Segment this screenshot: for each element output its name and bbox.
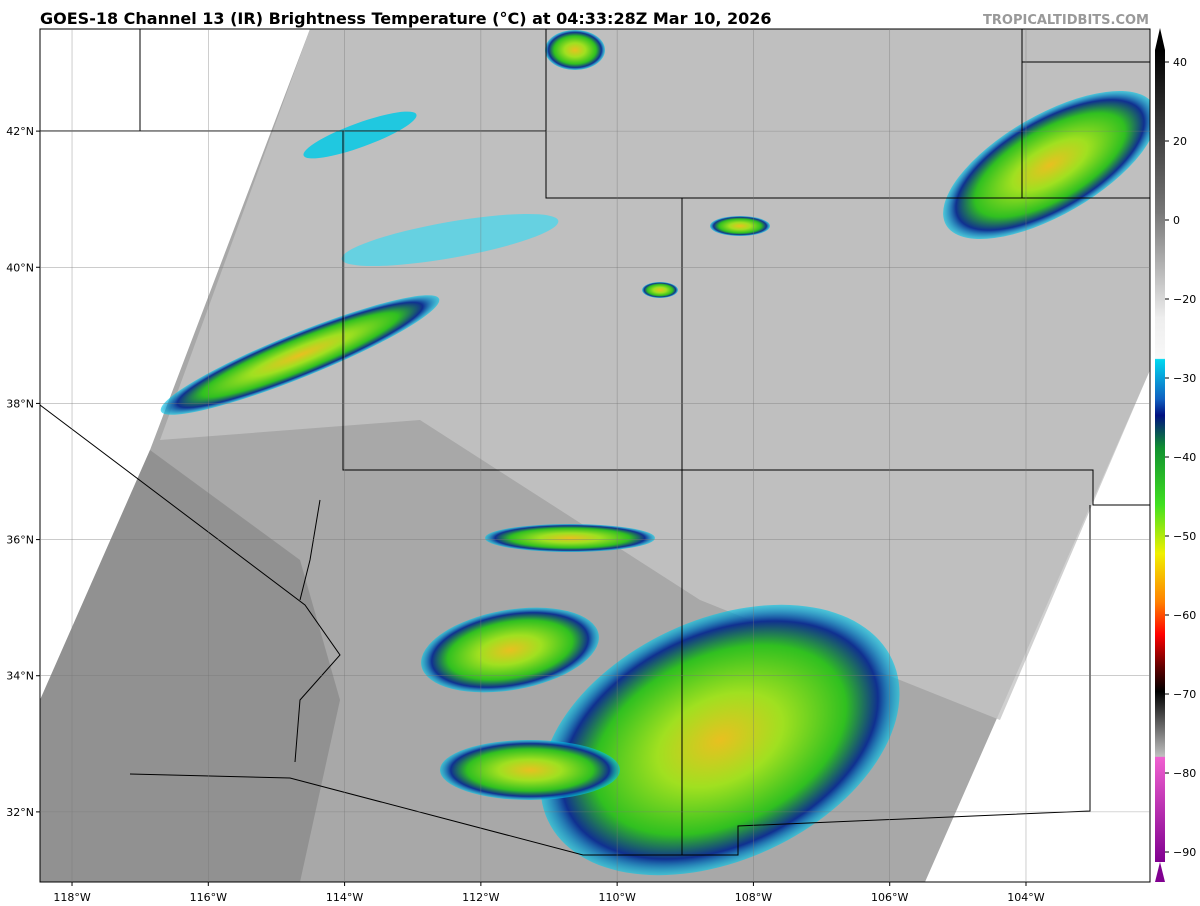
- colorbar-label: −60: [1173, 609, 1196, 622]
- x-tick-label: 114°W: [326, 891, 363, 904]
- y-tick-label: 38°N: [6, 397, 34, 410]
- borders: [40, 29, 1150, 856]
- imagery: [160, 29, 1150, 720]
- colorbar-arrow: [1155, 862, 1165, 882]
- y-tick-label: 34°N: [6, 670, 34, 683]
- colorbar-label: 40: [1173, 56, 1187, 69]
- x-tick-label: 118°W: [53, 891, 90, 904]
- y-tick-label: 42°N: [6, 125, 34, 138]
- imagery: [40, 450, 340, 882]
- x-tick-label: 104°W: [1007, 891, 1044, 904]
- colorbar-label: 0: [1173, 214, 1180, 227]
- colorbar-label: −30: [1173, 372, 1196, 385]
- colorbar-label: −80: [1173, 767, 1196, 780]
- colorbar-label: −20: [1173, 293, 1196, 306]
- colorbar-label: −50: [1173, 530, 1196, 543]
- y-tick-label: 36°N: [6, 534, 34, 547]
- x-tick-label: 106°W: [871, 891, 908, 904]
- y-tick-label: 32°N: [6, 806, 34, 819]
- map: [40, 29, 1150, 882]
- colorbar-label: −90: [1173, 846, 1196, 859]
- y-tick-label: 40°N: [6, 261, 34, 274]
- colorbar-label: −70: [1173, 688, 1196, 701]
- x-tick-label: 110°W: [598, 891, 635, 904]
- map-frame: [39, 28, 1151, 883]
- colorbar: [1155, 50, 1165, 862]
- title: GOES-18 Channel 13 (IR) Brightness Tempe…: [40, 9, 772, 28]
- clouds: [160, 30, 1150, 876]
- colorbar-label: −40: [1173, 451, 1196, 464]
- colorbar-arrow: [1155, 28, 1165, 50]
- colorbar-label: 20: [1173, 135, 1187, 148]
- x-tick-label: 108°W: [735, 891, 772, 904]
- x-tick-label: 112°W: [462, 891, 499, 904]
- watermark: TROPICALTIDBITS.COM: [983, 13, 1149, 28]
- x-tick-label: 116°W: [190, 891, 227, 904]
